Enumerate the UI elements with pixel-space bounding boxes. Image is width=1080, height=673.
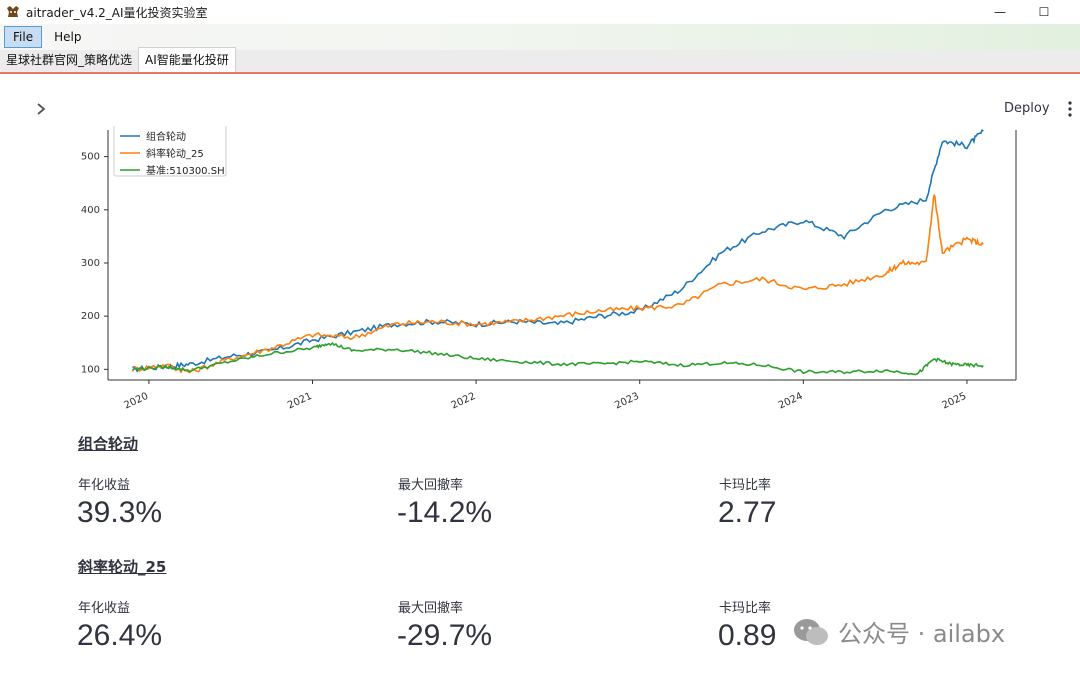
metric-value: -14.2% <box>397 496 493 529</box>
menu-file[interactable]: File <box>4 26 43 48</box>
deploy-button[interactable]: Deploy <box>1004 101 1050 116</box>
title-bar: aitrader_v4.2_AI量化投资实验室 — ☐ <box>0 0 1080 24</box>
y-tick-label: 500 <box>81 152 100 163</box>
x-tick-label: 2022 <box>450 391 478 412</box>
x-tick-label: 2020 <box>122 391 150 412</box>
metric-label: 年化收益 <box>78 478 131 493</box>
y-tick-label: 200 <box>81 311 100 322</box>
metric-label: 卡玛比率 <box>719 601 772 616</box>
series-line <box>132 341 984 376</box>
y-tick-label: 300 <box>81 258 100 269</box>
series-line <box>131 193 984 374</box>
metric-value: 39.3% <box>77 496 163 529</box>
tab-strategy-site[interactable]: 星球社群官网_策略优选 <box>6 53 133 67</box>
metric-value: 2.77 <box>718 496 777 529</box>
watermark: 公众号 · ailabx <box>792 614 1005 649</box>
metric-value: 26.4% <box>77 619 163 652</box>
metric-label: 卡玛比率 <box>719 478 772 493</box>
series-line <box>132 128 984 373</box>
y-tick-label: 100 <box>81 364 100 375</box>
legend-box <box>113 126 227 177</box>
legend-label: 斜率轮动_25 <box>146 147 204 160</box>
tab-bar: 星球社群官网_策略优选 AI智能量化投研 <box>0 47 1080 74</box>
legend-label: 组合轮动 <box>146 130 186 143</box>
tab-ai-research[interactable]: AI智能量化投研 <box>138 47 236 72</box>
y-tick-label: 400 <box>81 205 100 216</box>
x-tick-label: 2025 <box>940 391 968 412</box>
strategy-title-combo: 组合轮动 <box>78 435 139 453</box>
x-tick-label: 2021 <box>286 391 314 412</box>
metric-value: -29.7% <box>397 619 493 652</box>
metric-value: 0.89 <box>718 619 777 652</box>
more-options-icon[interactable] <box>1064 100 1076 118</box>
x-tick-label: 2023 <box>613 391 641 412</box>
legend-label: 基准:510300.SH <box>146 164 225 177</box>
app-icon <box>7 6 19 17</box>
metric-label: 最大回撤率 <box>398 478 464 493</box>
metric-label: 年化收益 <box>78 601 131 616</box>
wechat-icon <box>794 618 828 645</box>
x-tick-label: 2024 <box>777 391 805 412</box>
watermark-text: 公众号 · ailabx <box>838 620 1006 648</box>
main-content: Deploy 100 200 300 400 500 2020 2021 2022 2023 20… <box>0 76 1080 673</box>
maximize-button[interactable]: ☐ <box>1038 5 1050 19</box>
metric-label: 最大回撤率 <box>398 601 464 616</box>
strategy-title-slope: 斜率轮动_25 <box>78 558 167 576</box>
window-title: aitrader_v4.2_AI量化投资实验室 <box>26 5 208 20</box>
menu-bar: File Help <box>0 24 1080 50</box>
sidebar-expand-icon[interactable] <box>34 102 48 116</box>
minimize-button[interactable]: — <box>994 5 1006 19</box>
menu-help[interactable]: Help <box>54 30 82 44</box>
